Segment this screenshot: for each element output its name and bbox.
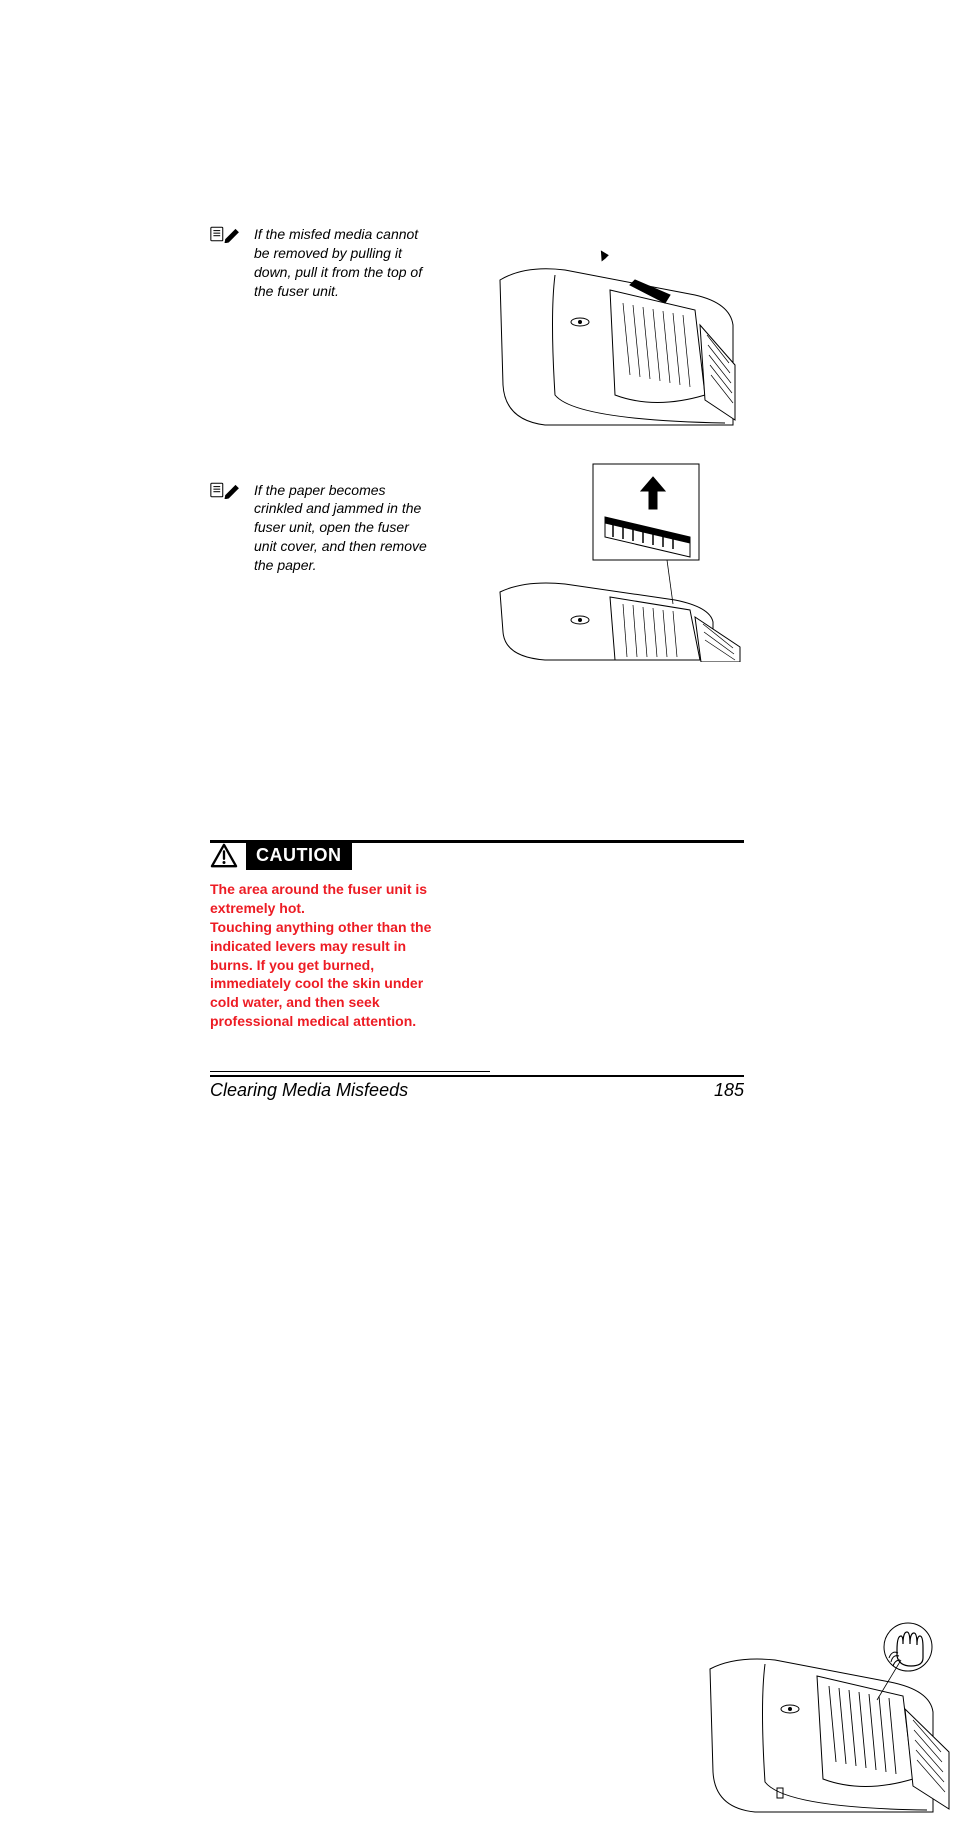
caution-triangle-icon bbox=[210, 843, 238, 869]
caution-header: CAUTION bbox=[210, 842, 744, 870]
caution-badge: CAUTION bbox=[246, 842, 352, 870]
illustration-fuser-cover-open bbox=[495, 462, 742, 662]
note-text-1: If the misfed media cannot be removed by… bbox=[254, 225, 434, 301]
illustration-fuser-top-pull bbox=[495, 225, 742, 430]
illustration-caution-hot bbox=[705, 1604, 952, 1819]
page-footer: Clearing Media Misfeeds 185 bbox=[210, 1071, 744, 1101]
note-icon bbox=[210, 225, 244, 248]
footer-row: Clearing Media Misfeeds 185 bbox=[210, 1080, 744, 1101]
note-text-2: If the paper becomes crinkled and jammed… bbox=[254, 481, 434, 575]
note-icon bbox=[210, 481, 244, 504]
footer-page-number: 185 bbox=[714, 1080, 744, 1101]
caution-body: The area around the fuser unit is extrem… bbox=[210, 880, 445, 1031]
caution-section: CAUTION The area around the fuser unit i… bbox=[210, 840, 744, 1077]
caution-body-line1: The area around the fuser unit is extrem… bbox=[210, 881, 427, 916]
caution-body-line2: Touching anything other than the indicat… bbox=[210, 919, 431, 1029]
footer-rule bbox=[210, 1071, 490, 1072]
page-container: If the misfed media cannot be removed by… bbox=[0, 0, 954, 1351]
footer-section-title: Clearing Media Misfeeds bbox=[210, 1080, 408, 1101]
